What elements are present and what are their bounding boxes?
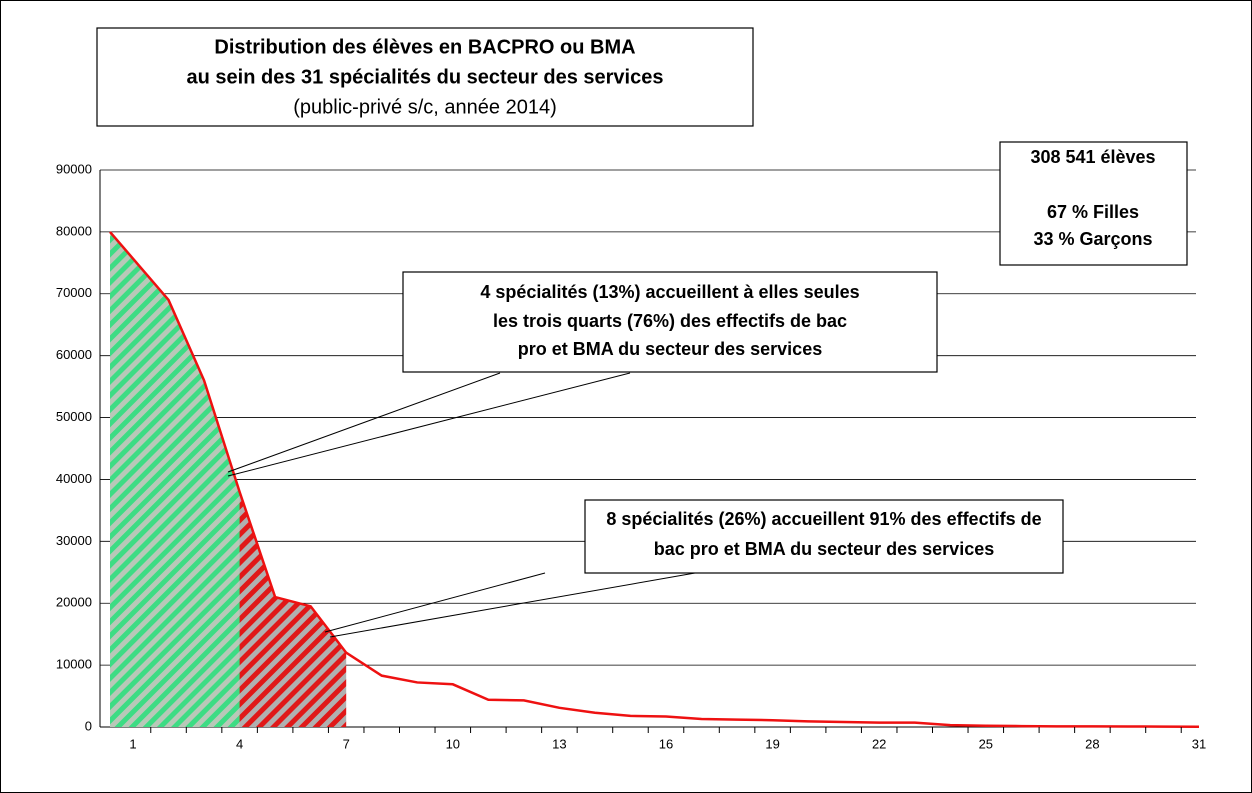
x-tick-label: 7 [343, 736, 350, 751]
callout-box [402, 271, 938, 373]
y-tick-label: 40000 [56, 471, 92, 486]
annotation: 308 541 élèves [1030, 147, 1155, 167]
leader-line [227, 372, 501, 473]
chart-title: au sein des 31 spécialités du secteur de… [187, 66, 664, 88]
y-tick-label: 60000 [56, 347, 92, 362]
annotations: Distribution des élèves en BACPRO ou BMA… [96, 27, 1188, 638]
leader-line [329, 572, 696, 638]
y-tick-label: 70000 [56, 285, 92, 300]
x-tick-label: 1 [129, 736, 136, 751]
plot-area: 0 10000 20000 30000 40000 50000 60000 70000 8000… [56, 161, 1206, 751]
chart-title: Distribution des élèves en BACPRO ou BMA [214, 36, 635, 58]
x-tick-label: 10 [446, 736, 460, 751]
callout-box [584, 499, 1064, 574]
x-tick-label: 31 [1192, 736, 1206, 751]
y-tick-label: 80000 [56, 223, 92, 238]
chart-subtitle: (public-privé s/c, année 2014) [293, 96, 556, 118]
totals-box [999, 141, 1188, 266]
x-tick-label: 13 [552, 736, 566, 751]
leader-line [324, 572, 546, 633]
x-tick-label: 16 [659, 736, 673, 751]
y-tick-label: 10000 [56, 657, 92, 672]
x-tick-label: 25 [979, 736, 993, 751]
title-box [96, 27, 754, 127]
y-tick-label: 30000 [56, 533, 92, 548]
annotation: 4 spécialités (13%) accueillent à elles … [480, 282, 859, 302]
annotation: pro et BMA du secteur des services [518, 339, 822, 359]
x-tick-label: 19 [765, 736, 779, 751]
annotation: bac pro et BMA du secteur des services [654, 539, 994, 559]
area-fill [110, 231, 240, 727]
line [109, 231, 1200, 729]
annotation: 67 % Filles [1047, 202, 1139, 222]
annotation: 8 spécialités (26%) accueillent 91% des … [606, 509, 1041, 529]
y-tick-label: 90000 [56, 161, 92, 176]
annotation: 33 % Garçons [1033, 229, 1152, 249]
y-tick-label: 0 [85, 718, 92, 733]
x-tick-label: 4 [236, 736, 243, 751]
leader-line [227, 372, 631, 477]
y-tick-label: 50000 [56, 409, 92, 424]
x-tick-label: 22 [872, 736, 886, 751]
annotation: les trois quarts (76%) des effectifs de … [493, 311, 847, 331]
y-tick-label: 20000 [56, 595, 92, 610]
x-tick-label: 28 [1085, 736, 1099, 751]
